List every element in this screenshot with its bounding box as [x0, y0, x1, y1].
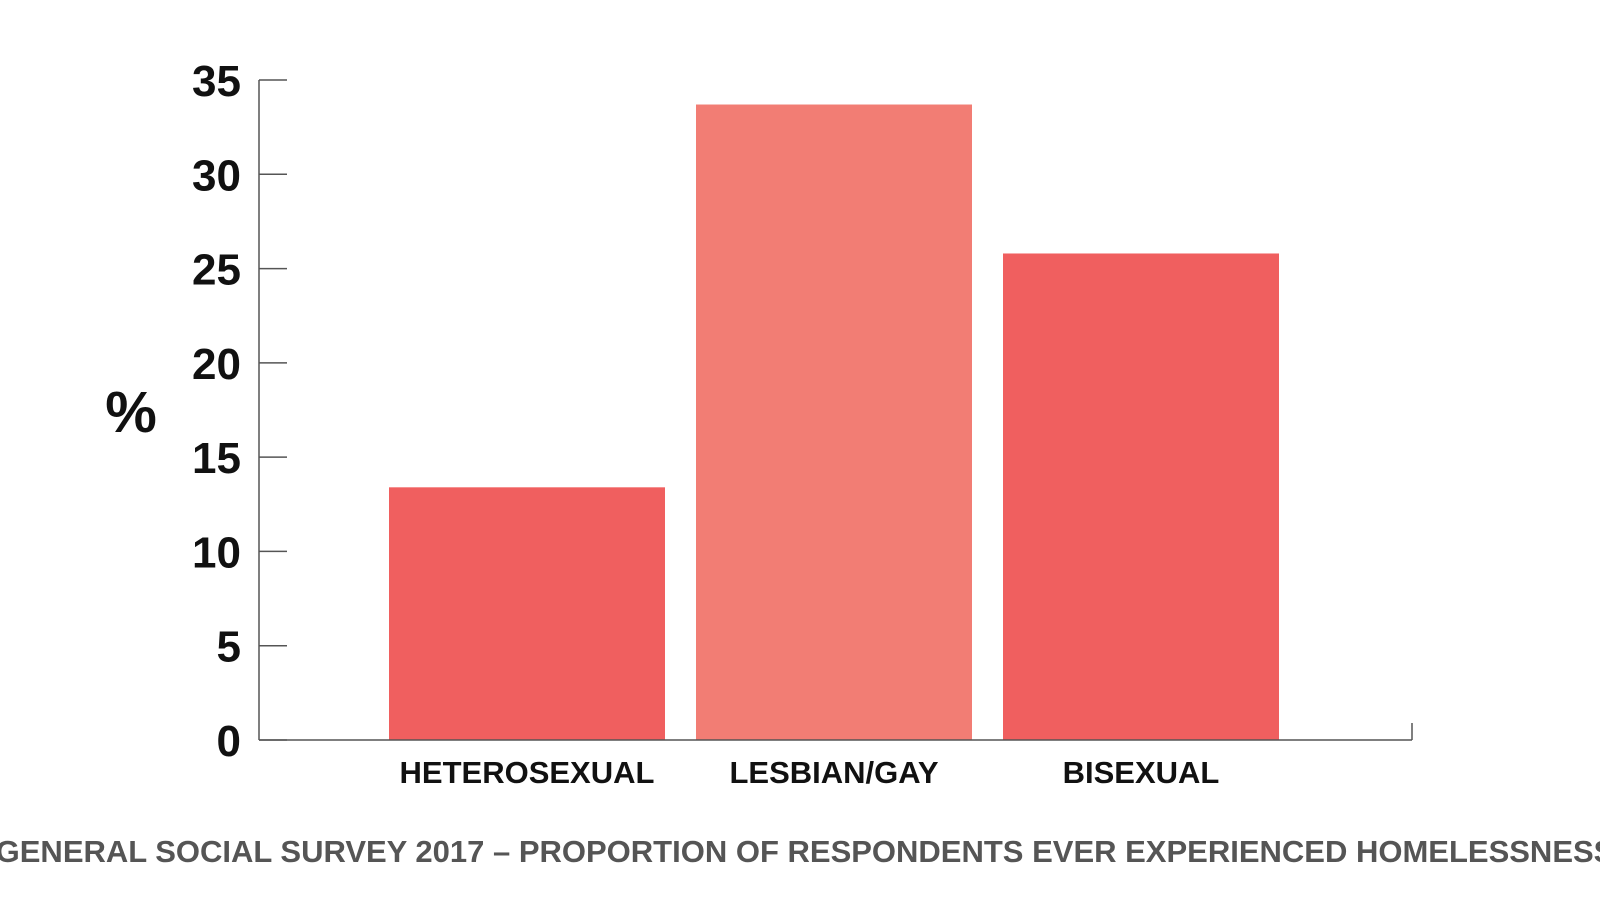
y-tick-label: 0 [217, 717, 241, 766]
chart-title: GENERAL SOCIAL SURVEY 2017 – PROPORTION … [0, 834, 1600, 869]
y-tick-label: 5 [217, 623, 241, 672]
y-tick-label: 25 [192, 246, 241, 295]
bar-lesbian-gay [696, 104, 972, 740]
y-tick-label: 35 [192, 57, 241, 106]
y-tick-label: 20 [192, 340, 241, 389]
y-tick-label: 30 [192, 151, 241, 200]
y-axis: 0 5 10 15 20 25 30 35 [192, 57, 287, 766]
y-axis-label: % [105, 380, 157, 445]
x-tick-label: BISEXUAL [1063, 755, 1220, 790]
y-tick-label: 10 [192, 528, 241, 577]
bars-group [389, 104, 1279, 740]
y-tick-label: 15 [192, 434, 241, 483]
x-axis: HETEROSEXUAL LESBIAN/GAY BISEXUAL [259, 723, 1413, 790]
x-tick-label: HETEROSEXUAL [400, 755, 655, 790]
x-tick-label: LESBIAN/GAY [729, 755, 938, 790]
bar-bisexual [1003, 253, 1279, 740]
bar-heterosexual [389, 487, 665, 740]
